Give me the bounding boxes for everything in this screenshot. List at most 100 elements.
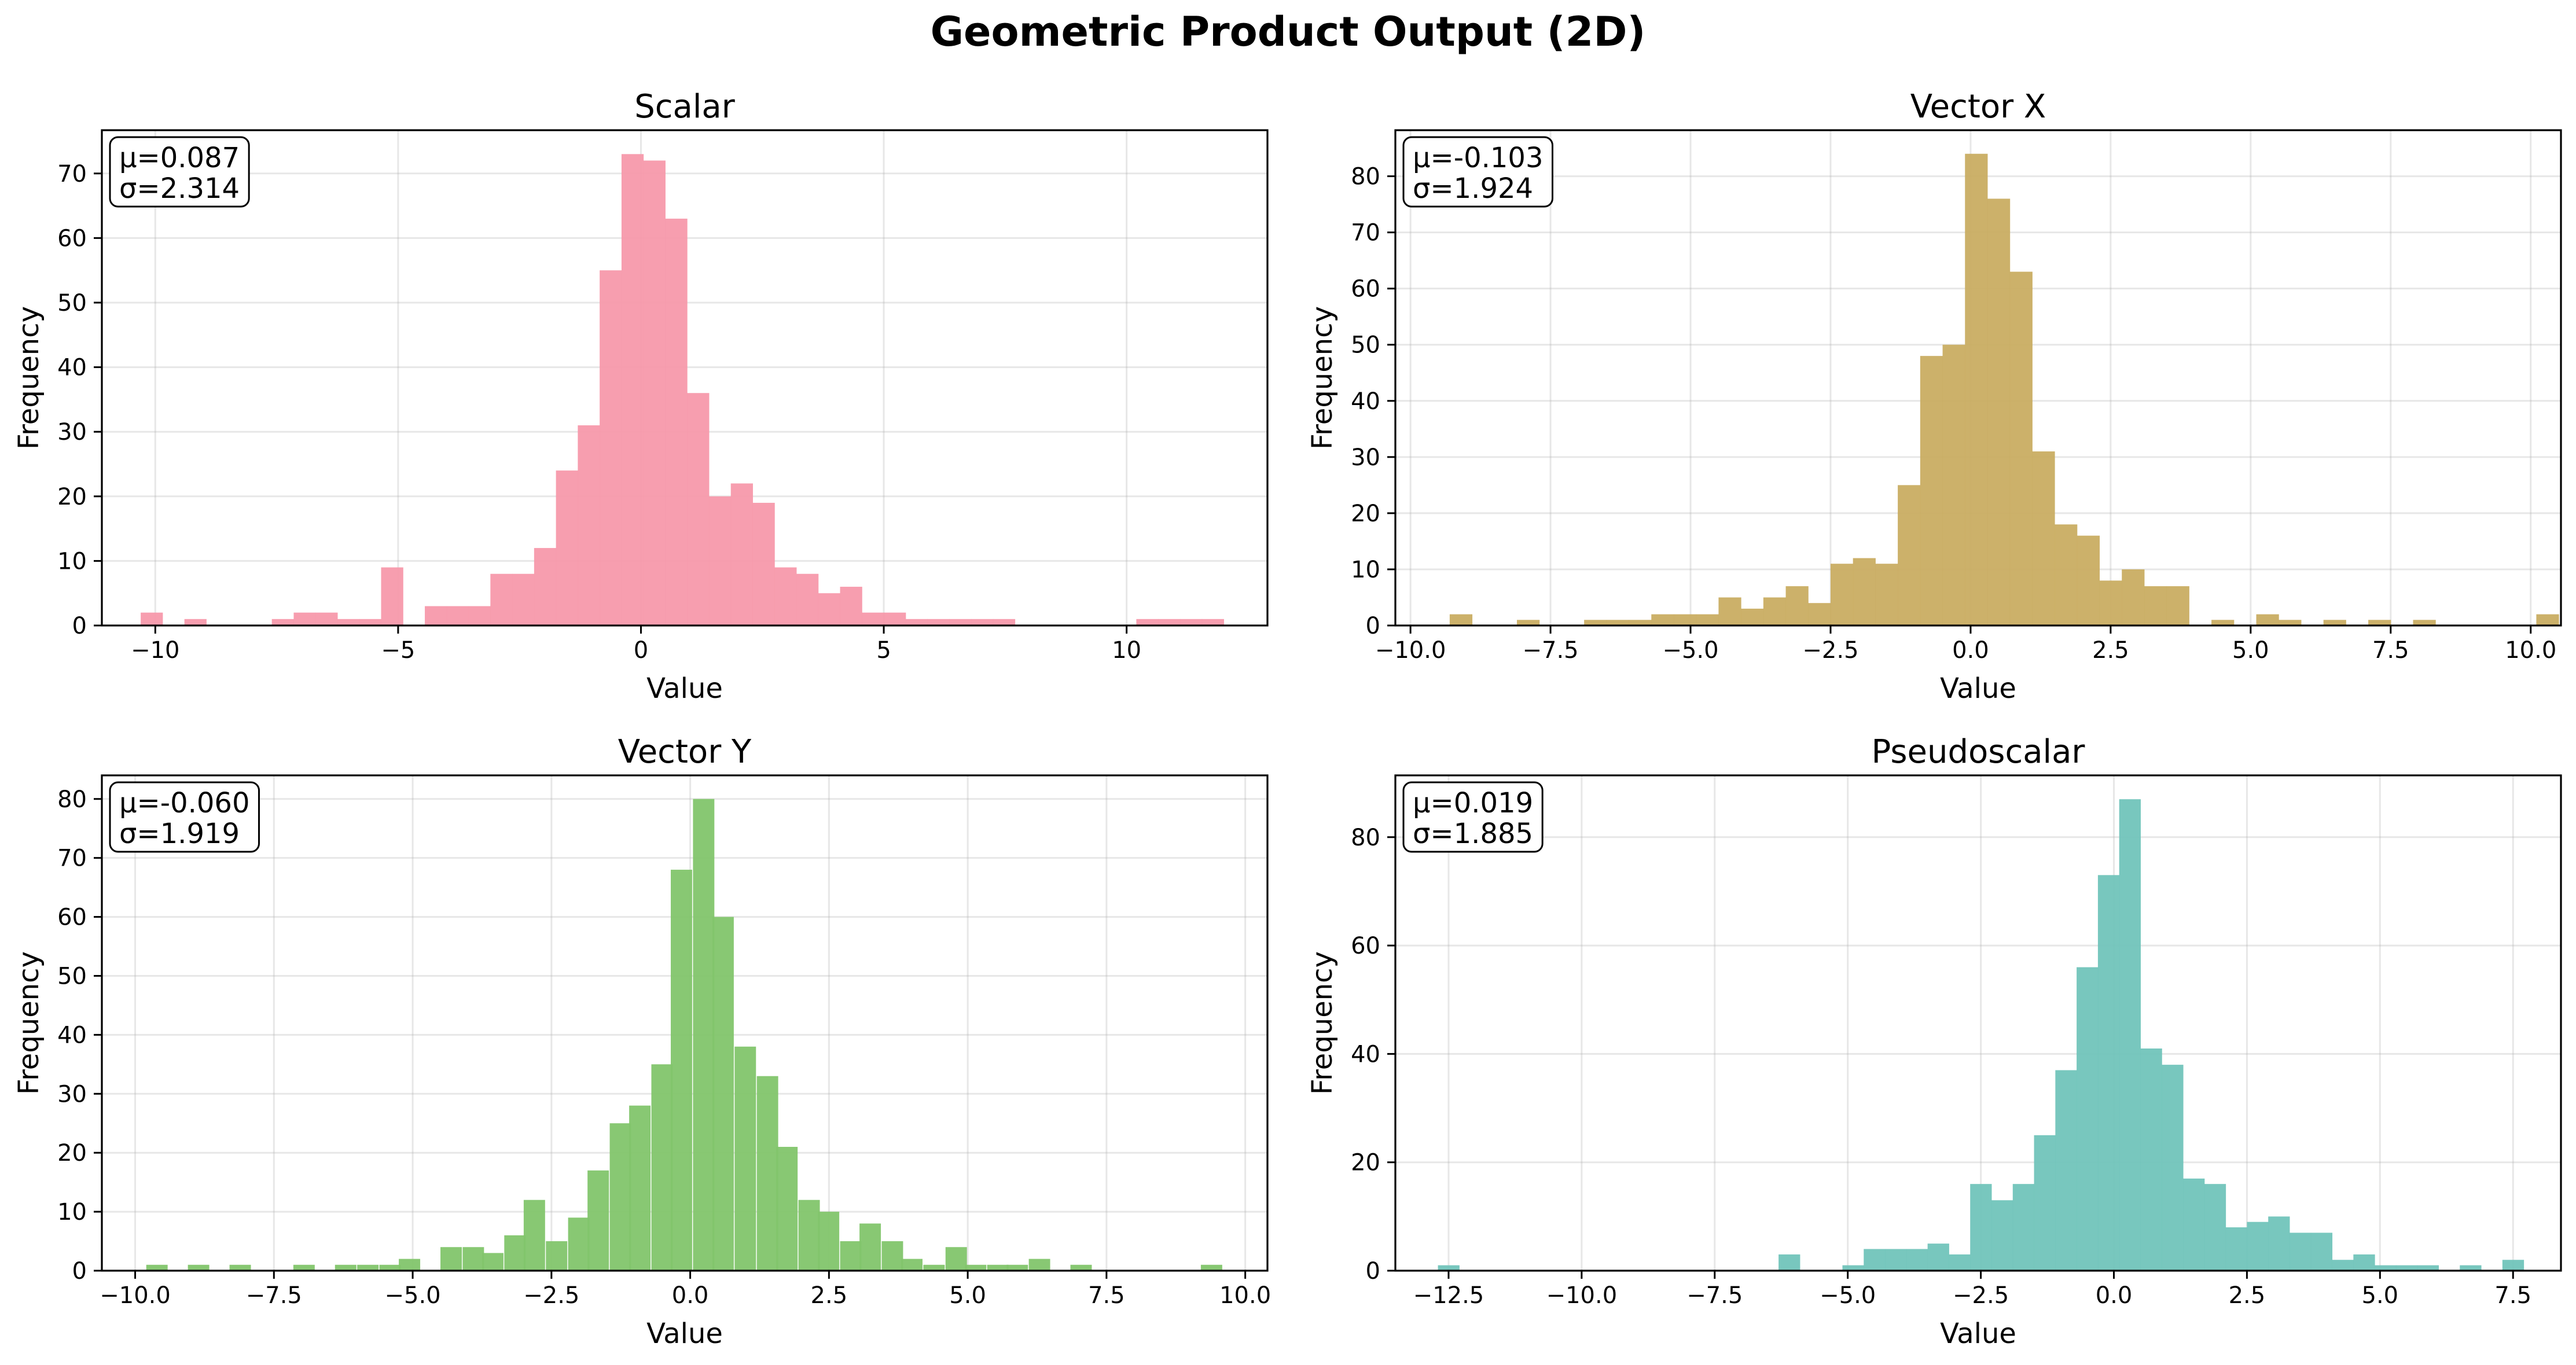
stats-mean: μ=0.019 [1413,787,1533,819]
histogram-bar [578,425,600,626]
axes-frame [1394,129,2562,627]
y-tick-label: 10 [1351,557,1380,583]
histogram-bar [315,612,338,626]
histogram-bar [2099,580,2122,626]
subplot-vector-y: −10.0 −7.5 −5.0 −2.5 0.0 2.5 5.0 7.5 10.0 0 10 20 30… [13,733,1271,1350]
histogram-bar [1673,614,1697,626]
stats-std: σ=1.919 [119,818,240,850]
histogram-bar [2055,1070,2077,1271]
histogram-bar [184,619,207,626]
histogram-bar [446,606,469,626]
histogram-bar [629,1105,651,1271]
x-axis-label: Value [646,1318,723,1350]
histogram-bar [884,612,906,626]
x-tick-label: 7.5 [1088,1282,1125,1309]
histogram-bar [2012,1184,2035,1271]
y-tick-label: 20 [57,1140,87,1167]
histogram-bar [141,612,163,626]
histogram-bar [440,1247,462,1271]
y-tick-label: 40 [57,1022,87,1048]
histogram-bar [188,1264,210,1271]
histogram-bar [2144,586,2167,626]
histogram-bar [523,1200,545,1271]
histogram-bar [2395,1265,2418,1271]
histogram-bar [1942,344,1965,626]
x-tick-label: 5.0 [2232,637,2269,664]
stats-box [1402,136,1553,208]
histogram-bar [1991,1200,2013,1271]
subplot-vector-x: −10.0 −7.5 −5.0 −2.5 0.0 2.5 5.0 7.5 10.0 0 10 20 30… [1306,88,2562,705]
histogram-bar [643,160,666,626]
x-tick-label: 0.0 [672,1282,709,1309]
histogram-bar [2204,1184,2226,1271]
y-tick-label: 70 [1351,220,1380,246]
histogram-bar [1028,1259,1050,1271]
x-tick-label: −5.0 [384,1282,440,1309]
histogram-bar [1741,608,1764,626]
histogram-bar [2034,1135,2056,1271]
histogram-bar [901,1259,923,1271]
x-tick-label: 0.0 [1952,637,1989,664]
histogram-bar [271,619,294,626]
histogram-bar [621,154,644,626]
histogram-bar [1629,620,1652,626]
figure-title: Geometric Product Output (2D) [930,8,1646,56]
x-tick-label: −5.0 [1662,637,1718,664]
histogram-bar [987,1264,1009,1271]
histogram-bar [2268,1216,2290,1271]
histogram-bar [1987,198,2011,626]
histogram-bar [2055,524,2078,626]
x-tick-label: −2.5 [1802,637,1858,664]
histogram-bar [2460,1265,2482,1271]
histogram-bar [1158,619,1181,626]
histogram-bar [2166,586,2189,626]
x-tick-label: −2.5 [1953,1282,2009,1309]
subplot-title: Vector X [1910,88,2046,126]
histogram-bar [2009,271,2033,626]
subplot-title: Scalar [634,88,736,126]
histogram-bar [1696,614,1719,626]
histogram-bar [1778,1254,1800,1271]
histogram-bar [568,1217,590,1271]
histogram-bar [1920,356,1943,626]
histogram-bar [881,1241,903,1271]
histogram-bar [2289,1232,2312,1271]
histogram-bar [546,1241,568,1271]
x-tick-label: −10.0 [1546,1282,1618,1309]
x-tick-label: 10 [1112,637,1141,664]
histogram-bar [1584,620,1607,626]
histogram-bar [1200,1264,1222,1271]
x-tick-label: −10.0 [1375,637,1446,664]
histogram-bar [993,619,1016,626]
y-tick-label: 10 [57,1199,87,1226]
histogram-bar [1965,153,1988,626]
histogram-bar [651,1064,673,1271]
histogram-bar [671,870,692,1271]
histogram-bar [1517,620,1540,626]
histogram-bar [712,917,734,1271]
histogram-bar [687,393,710,626]
histogram-bar [945,1247,967,1271]
histogram-bar [146,1264,168,1271]
histogram-bar [2536,614,2559,626]
histogram-bar [818,593,841,626]
histogram-bar [1006,1264,1028,1271]
stats-box [1402,781,1544,853]
histogram-bar [2140,1048,2162,1271]
y-tick-label: 40 [1351,388,1380,415]
histogram-bar [971,619,994,626]
histogram-bar [482,1253,504,1271]
histogram-bar [1438,1265,1460,1271]
histogram-bar [1906,1249,1928,1271]
x-tick-label: 5.0 [949,1282,986,1309]
stats-mean: μ=-0.103 [1413,142,1544,174]
x-tick-label: −2.5 [523,1282,579,1309]
x-axis-label: Value [1940,672,2016,705]
x-tick-label: 5 [876,637,891,664]
histogram-bar [1763,597,1787,626]
histogram-bar [504,1235,526,1271]
histogram-bar [534,548,557,626]
x-axis-label: Value [646,672,723,705]
histogram-bar [862,612,884,626]
